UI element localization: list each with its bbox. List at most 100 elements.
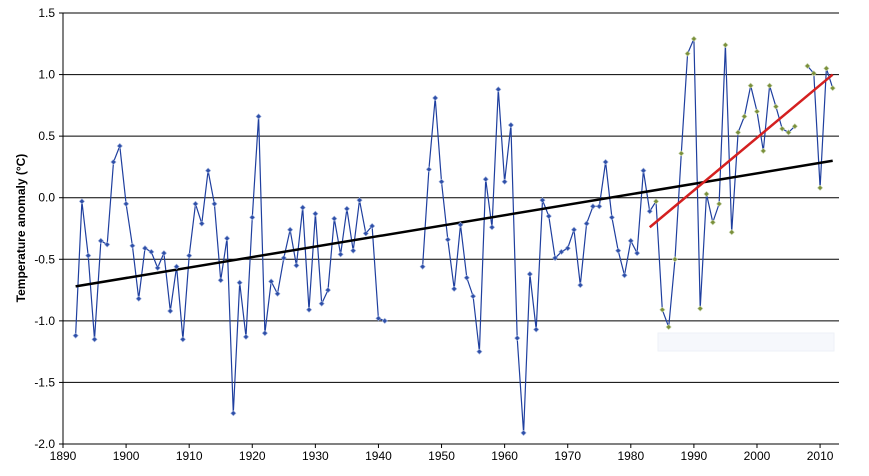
data-point [646,208,653,215]
y-tick-label: -1.0 [34,314,55,328]
data-point [810,70,817,77]
x-tick-label: 1940 [365,449,392,463]
trend-lines [75,73,834,288]
data-point [154,264,161,271]
y-axis-ticks: 1.5 1.0 0.5 0.0 -0.5 -1.0 -1.5 -2.0 [34,6,63,451]
data-point [318,300,325,307]
data-point [514,335,521,342]
data-point [545,213,552,220]
data-point [570,226,578,233]
data-point [463,274,470,281]
data-point [274,290,281,297]
data-point [141,245,149,252]
data-point [791,123,798,130]
data-point [268,278,275,285]
data-point [507,122,514,129]
data-point [261,330,268,337]
data-point [451,285,458,292]
data-point [444,236,451,243]
data-point [280,255,287,262]
data-point [779,125,786,132]
data-point [230,410,237,417]
data-point [350,247,357,254]
data-point [224,235,231,242]
data-point [432,94,439,101]
x-tick-label: 1930 [302,449,329,463]
data-point [526,271,533,278]
data-point [129,242,136,249]
data-point [375,315,382,322]
x-tick-label: 1920 [239,449,266,463]
data-point [205,167,212,174]
data-point [558,248,565,255]
data-point [476,348,483,355]
data-point [242,333,249,340]
data-point [179,336,186,343]
data-point [501,178,508,185]
data-point [104,241,111,248]
x-tick-label: 1900 [113,449,140,463]
data-point [741,113,748,120]
data-point [135,295,142,302]
y-tick-label: 0.5 [38,129,55,143]
data-point [148,248,155,255]
data-point [255,113,262,120]
data-point [684,50,691,57]
trend-line-long-term [75,159,833,288]
data-point [659,306,666,313]
data-point [709,219,716,226]
trend-line-recent [648,73,834,229]
data-point [438,178,445,185]
data-point [72,332,79,339]
x-tick-label: 2000 [744,449,771,463]
data-point [167,307,174,315]
series-line-segment [75,116,386,414]
data-point [198,220,205,227]
data-point [324,287,332,294]
data-point [306,306,313,313]
data-point [615,247,622,254]
data-point [160,250,167,257]
x-tick-label: 1950 [428,449,455,463]
data-point [369,223,376,230]
y-tick-label: 1.5 [38,6,55,20]
data-point [747,82,754,89]
x-tick-label: 1980 [617,449,644,463]
data-point [85,252,92,259]
x-tick-label: 1990 [681,449,708,463]
data-point [533,326,540,333]
data-point [690,35,697,42]
y-tick-label: -0.5 [34,252,55,266]
data-point [116,142,123,150]
data-point [564,245,571,252]
x-axis-ticks: 1890 1900 1910 1920 1930 1940 1950 1960 1970 1980… [50,444,834,463]
data-point [488,224,496,231]
data-point [577,282,584,289]
data-point [552,255,559,262]
data-point [596,203,603,210]
data-point [583,220,590,227]
data-point [697,305,704,312]
y-tick-label: -1.5 [34,375,55,389]
y-tick-label: 0.0 [38,191,55,205]
data-point [772,103,779,110]
data-point [495,86,502,93]
series-line-segment [422,38,796,433]
data-point [804,62,811,69]
data-point [192,200,199,207]
data-point [293,262,300,269]
data-point [817,184,824,191]
data-point [425,166,432,173]
data-point [312,210,319,217]
data-point [728,229,735,236]
x-tick-label: 1910 [176,449,203,463]
data-point [217,277,224,284]
legend-frame [657,332,835,352]
data-point [186,252,193,259]
data-point [829,85,836,92]
data-point [627,237,634,244]
data-point [760,147,767,154]
data-point [539,197,546,204]
data-point [343,205,350,212]
data-point [634,250,641,257]
